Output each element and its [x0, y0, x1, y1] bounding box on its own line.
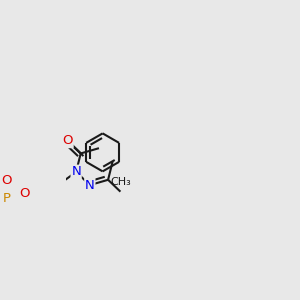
Text: P: P: [3, 192, 10, 205]
Text: O: O: [20, 187, 30, 200]
Text: O: O: [1, 174, 12, 187]
Text: N: N: [85, 178, 95, 192]
Text: O: O: [62, 134, 73, 147]
Text: N: N: [71, 165, 81, 178]
Text: CH₃: CH₃: [110, 177, 131, 187]
